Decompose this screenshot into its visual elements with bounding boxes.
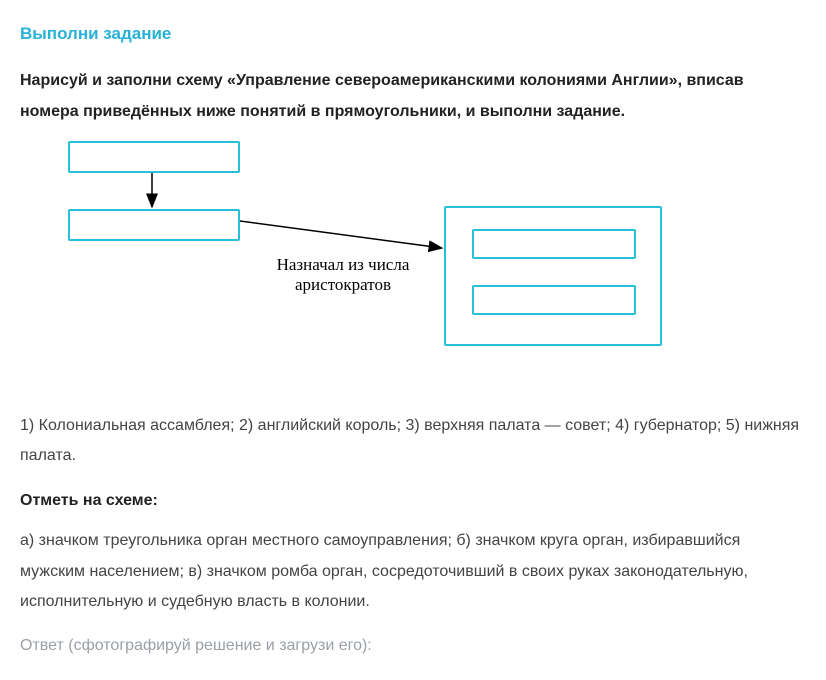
diagram-container: Назначал из числа аристократов [20, 141, 806, 371]
caption-line-1: Назначал из числа [277, 255, 410, 274]
diagram-node-outer [444, 206, 662, 346]
answer-prompt: Ответ (сфотографируй решение и загрузи е… [20, 631, 806, 661]
task-instruction: Нарисуй и заполни схему «Управление севе… [20, 66, 806, 127]
diagram-node-n4 [472, 285, 636, 315]
caption-line-2: аристократов [295, 275, 391, 294]
task-heading: Выполни задание [20, 18, 806, 50]
diagram-node-n1 [68, 141, 240, 173]
mark-subheading: Отметь на схеме: [20, 486, 806, 516]
diagram-node-n2 [68, 209, 240, 241]
diagram-caption: Назначал из числа аристократов [258, 255, 428, 296]
options-list: 1) Колониальная ассамблея; 2) английский… [20, 411, 806, 472]
diagram-edge [240, 221, 442, 248]
mark-instructions: а) значком треугольника орган местного с… [20, 526, 806, 617]
diagram-node-n3 [472, 229, 636, 259]
